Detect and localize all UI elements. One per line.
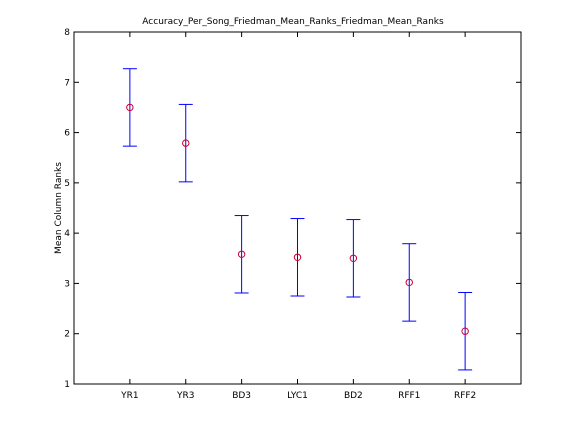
mean-rank-point — [182, 139, 190, 147]
x-tick-label: YR3 — [176, 391, 194, 401]
mean-rank-point — [237, 250, 246, 258]
x-tick-label: BD3 — [232, 391, 251, 401]
x-tick-label: RFF1 — [398, 391, 420, 401]
plot-frame — [73, 31, 522, 385]
chart-title: Accuracy_Per_Song_Friedman_Mean_Ranks_Fr… — [142, 17, 444, 27]
mean-rank-point — [293, 253, 302, 261]
x-tick-label: BD2 — [344, 391, 363, 401]
mean-rank-point — [461, 327, 469, 335]
x-axis: YR1 YR3 BD3 LYC1 BD2 RFF1 RFF2 — [120, 32, 476, 401]
y-tick-label: 6 — [64, 129, 70, 139]
y-tick-label: 7 — [64, 78, 70, 88]
y-tick-label: 8 — [64, 28, 70, 38]
x-tick-label: YR1 — [120, 391, 138, 401]
y-tick-label: 2 — [64, 330, 70, 340]
mean-rank-point — [349, 254, 358, 262]
mean-rank-point — [405, 278, 413, 287]
y-axis-label: Mean Column Ranks — [54, 162, 64, 254]
data-marks — [122, 68, 473, 371]
x-tick-label: RFF2 — [454, 391, 476, 401]
y-tick-label: 3 — [64, 279, 70, 289]
y-tick-label: 1 — [64, 380, 70, 390]
x-tick-label: LYC1 — [287, 391, 308, 401]
y-tick-label: 4 — [64, 229, 70, 239]
mean-rank-point — [126, 103, 134, 112]
y-tick-label: 5 — [64, 179, 70, 189]
y-axis: 1 2 3 4 5 6 7 8 — [64, 28, 521, 390]
